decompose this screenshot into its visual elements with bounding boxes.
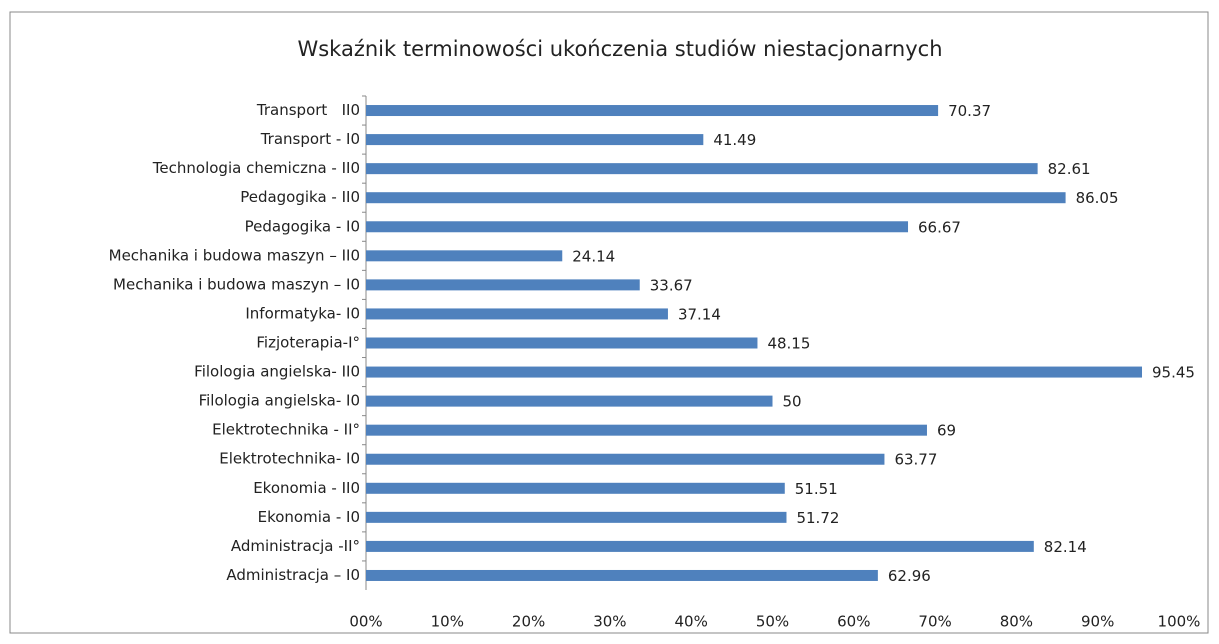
chart-title: Wskaźnik terminowości ukończenia studiów… [297,37,942,61]
y-tick-label: Elektrotechnika- I0 [219,450,360,468]
x-tick-label: 90% [1081,613,1114,631]
data-label: 70.37 [948,102,991,120]
x-tick-label: 10% [431,613,464,631]
y-tick-label: Filologia angielska- I0 [199,392,360,410]
data-label: 86.05 [1076,189,1119,207]
x-tick-label: 40% [675,613,708,631]
y-tick-label: Transport II0 [256,101,360,119]
bar [366,511,787,523]
y-tick-label: Administracja – I0 [226,566,360,584]
x-tick-label: 50% [756,613,789,631]
y-tick-label: Ekonomia - II0 [253,479,360,497]
data-label: 82.61 [1048,160,1091,178]
y-tick-label: Pedagogika - II0 [240,188,360,206]
bar [366,221,909,233]
x-tick-label: 30% [593,613,626,631]
x-tick-label: 100% [1158,613,1201,631]
y-tick-label: Administracja -II° [231,537,360,555]
bar [366,308,668,320]
y-tick-label: Technologia chemiczna - II0 [152,159,360,177]
y-tick-label: Fizjoterapia-I° [256,334,360,352]
data-label: 24.14 [572,247,615,265]
bar [366,163,1038,175]
y-tick-label: Filologia angielska- II0 [194,363,360,381]
bar [366,424,927,436]
data-label: 41.49 [713,131,756,149]
bar [366,453,885,465]
data-label: 33.67 [650,276,693,294]
y-tick-label: Mechanika i budowa maszyn – I0 [113,275,360,293]
data-label: 63.77 [894,451,937,469]
x-tick-label: 60% [837,613,870,631]
bar [366,569,878,581]
data-label: 51.72 [796,509,839,527]
data-label: 69 [937,422,956,440]
bar [366,540,1034,552]
x-tick-label: 70% [918,613,951,631]
bar [366,192,1066,204]
data-label: 50 [783,393,802,411]
bar [366,134,704,146]
x-tick-label: 00% [349,613,382,631]
y-tick-label: Transport - I0 [260,130,360,148]
data-label: 82.14 [1044,538,1087,556]
bar [366,395,773,407]
y-tick-label: Pedagogika - I0 [245,217,360,235]
bar [366,105,939,117]
bar [366,482,785,494]
y-tick-label: Elektrotechnika - II° [212,421,360,439]
bar [366,337,758,349]
data-label: 51.51 [795,480,838,498]
bar [366,366,1143,378]
bar [366,279,640,291]
data-label: 66.67 [918,218,961,236]
y-tick-label: Ekonomia - I0 [258,508,360,526]
bar [366,250,563,262]
y-tick-label: Informatyka- I0 [245,304,360,322]
x-tick-label: 80% [1000,613,1033,631]
data-label: 48.15 [767,335,810,353]
data-label: 62.96 [888,567,931,585]
data-label: 95.45 [1152,364,1195,382]
x-tick-label: 20% [512,613,545,631]
y-tick-label: Mechanika i budowa maszyn – II0 [109,246,360,264]
data-label: 37.14 [678,305,721,323]
